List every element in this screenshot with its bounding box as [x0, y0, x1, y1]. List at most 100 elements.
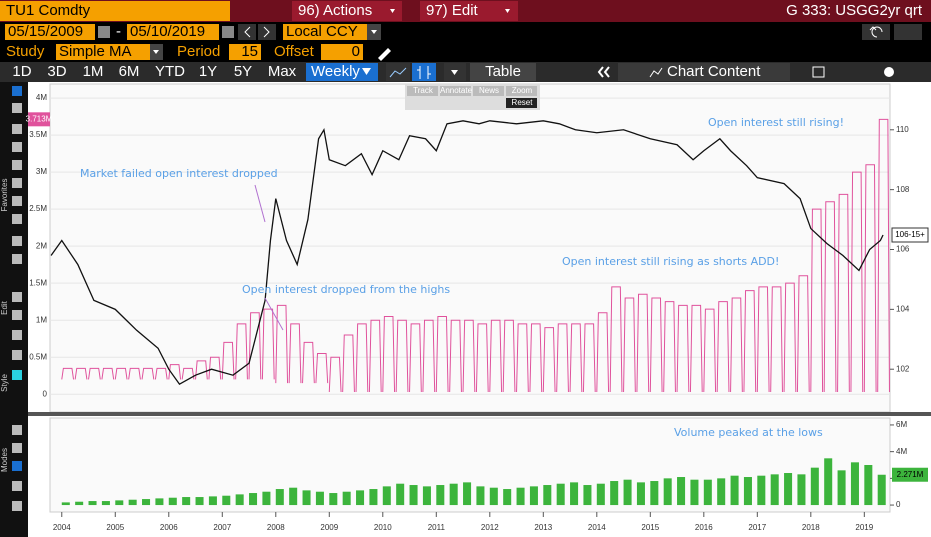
- open-interest: [101, 367, 115, 380]
- tool-icon[interactable]: [12, 481, 22, 491]
- tool-icon[interactable]: [12, 310, 22, 320]
- tool-icon[interactable]: [12, 501, 22, 511]
- study: Simple MA: [59, 43, 132, 60]
- tool-icon[interactable]: [12, 254, 22, 264]
- dropdown-arrow: [451, 70, 458, 75]
- open-interest: [328, 356, 342, 393]
- range-button[interactable]: 3D: [47, 63, 66, 80]
- range-button[interactable]: 1M: [83, 63, 104, 80]
- tool-icon[interactable]: [12, 160, 22, 170]
- y-tick-label: 4M: [36, 93, 47, 102]
- x-tick-label: 2009: [320, 523, 338, 532]
- volume-bar: [677, 477, 686, 506]
- next-button[interactable]: [258, 24, 276, 40]
- range-button[interactable]: 1Y: [199, 63, 217, 80]
- tool-icon[interactable]: [12, 142, 22, 152]
- start-date-input[interactable]: [5, 24, 95, 40]
- popup-button[interactable]: [506, 98, 537, 108]
- tool-icon[interactable]: [12, 370, 22, 380]
- y-tick-label: 1M: [36, 315, 47, 324]
- popup-button[interactable]: [440, 86, 471, 96]
- popup-label: Reset: [512, 98, 534, 107]
- tool-icon[interactable]: [12, 236, 22, 246]
- volume-bar: [864, 465, 873, 506]
- currency-select[interactable]: [283, 24, 367, 40]
- popup-label: Track: [413, 86, 434, 95]
- study-select[interactable]: [56, 44, 150, 60]
- range-button[interactable]: 6M: [119, 63, 140, 80]
- popup-button[interactable]: [407, 86, 438, 96]
- y-tick-label: 1.5M: [29, 278, 47, 287]
- open-interest: [770, 286, 783, 393]
- tool-icon[interactable]: [12, 443, 22, 453]
- range-button[interactable]: 1D: [12, 63, 31, 80]
- volume-bar: [222, 495, 231, 506]
- open-interest: [395, 319, 409, 393]
- open-interest: [221, 341, 235, 380]
- range-button[interactable]: 5Y: [234, 63, 252, 80]
- offset-input[interactable]: [321, 44, 363, 60]
- currency: Local CCY: [286, 23, 358, 40]
- tool-icon[interactable]: [12, 124, 22, 134]
- tool-icon[interactable]: [12, 461, 22, 471]
- open-interest: [475, 323, 489, 393]
- y-tick-label: 0: [43, 389, 48, 398]
- chart-icon: [649, 67, 663, 78]
- tool-icon[interactable]: [12, 196, 22, 206]
- chart-content-button[interactable]: [618, 63, 790, 81]
- tool-icon[interactable]: [12, 350, 22, 360]
- end-date-input[interactable]: [127, 24, 219, 40]
- period-input[interactable]: [229, 44, 261, 60]
- volume-bar: [235, 494, 244, 506]
- edit-icon[interactable]: [812, 66, 825, 78]
- actions-button[interactable]: [292, 1, 402, 21]
- popup-button[interactable]: [506, 86, 537, 96]
- open-interest: [676, 304, 690, 393]
- y-tick-label: 2.5M: [29, 204, 47, 213]
- open-interest: [689, 304, 703, 393]
- settings-icon[interactable]: [884, 67, 894, 77]
- volume-bar: [570, 482, 579, 506]
- redo-button[interactable]: [894, 24, 922, 40]
- range-button[interactable]: Max: [268, 63, 297, 80]
- undo-button[interactable]: [862, 24, 890, 40]
- volume-bar: [757, 475, 766, 506]
- annotation: Open interest still rising as shorts ADD…: [562, 255, 779, 268]
- popup-button[interactable]: [473, 86, 504, 96]
- ticker-box[interactable]: [0, 1, 230, 21]
- frequency-button[interactable]: [306, 63, 378, 81]
- calendar-icon[interactable]: [222, 26, 234, 38]
- y-tick-label: 6M: [896, 420, 907, 429]
- line-chart-button[interactable]: [386, 63, 410, 81]
- open-interest: [422, 319, 436, 393]
- tool-icon[interactable]: [12, 214, 22, 224]
- volume-bar: [315, 491, 324, 506]
- tool-icon[interactable]: [12, 86, 22, 96]
- edit-button[interactable]: [420, 1, 518, 21]
- open-interest: [663, 301, 676, 393]
- tool-icon[interactable]: [12, 178, 22, 188]
- arrow: [264, 297, 284, 331]
- tool-icon[interactable]: [12, 292, 22, 302]
- next-icon: [263, 26, 270, 38]
- prev-button[interactable]: [238, 24, 256, 40]
- tool-icon[interactable]: [12, 103, 22, 113]
- tool-icon[interactable]: [12, 425, 22, 435]
- tool-icon[interactable]: [12, 330, 22, 340]
- open-interest: [529, 323, 543, 393]
- y-tick-label: 0: [896, 500, 901, 509]
- range-button[interactable]: YTD: [155, 63, 185, 80]
- volume-bar: [463, 482, 472, 506]
- volume-bar: [703, 479, 712, 506]
- volume-bar: [289, 487, 298, 506]
- table-button[interactable]: [470, 63, 536, 81]
- bar-chart-button[interactable]: [412, 63, 436, 81]
- pencil-icon[interactable]: [378, 48, 391, 61]
- chart-content-label: Chart Content: [667, 63, 761, 80]
- open-interest: [355, 323, 369, 393]
- x-tick-label: 2016: [695, 523, 713, 532]
- collapse-icon[interactable]: [597, 66, 610, 78]
- calendar-icon[interactable]: [98, 26, 110, 38]
- volume-bar: [369, 489, 378, 506]
- y-tick-label: 3M: [36, 167, 47, 176]
